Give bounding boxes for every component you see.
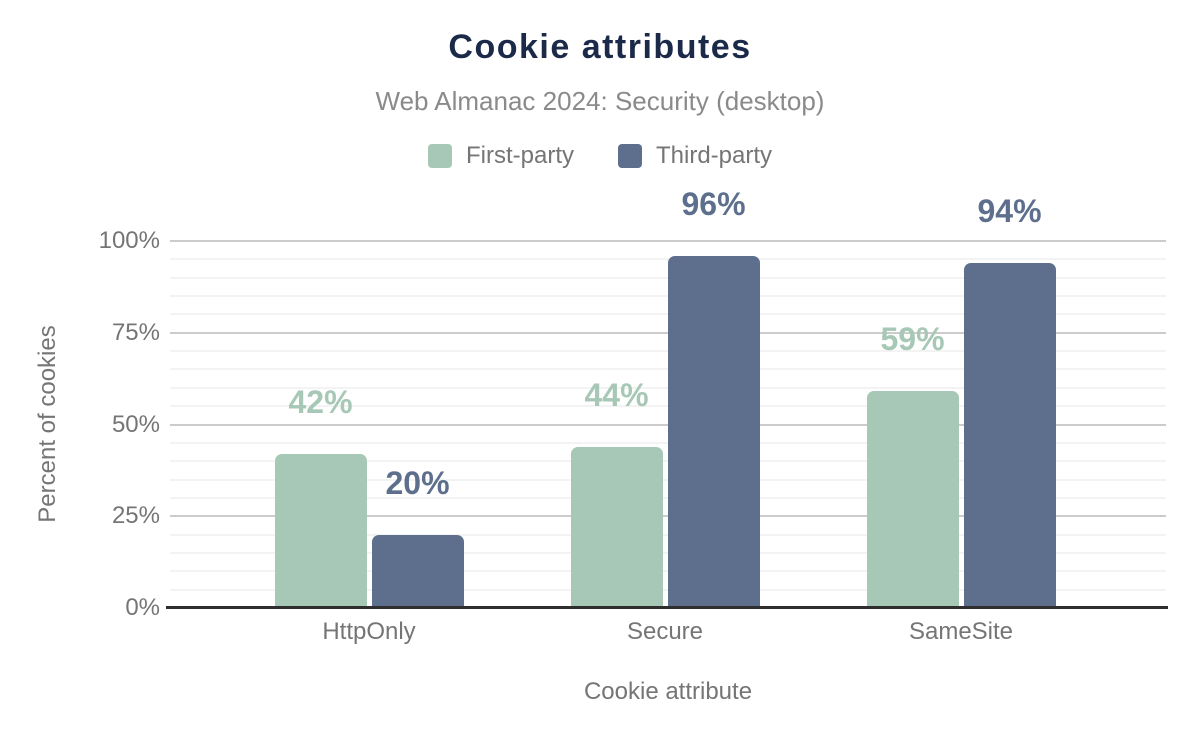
chart-subtitle: Web Almanac 2024: Security (desktop) (375, 86, 825, 116)
bar-first-party-samesite[interactable] (866, 391, 959, 608)
legend-item-third-party: Third-party (617, 142, 773, 170)
y-tick-label: 0% (125, 594, 160, 621)
legend-label: First-party (465, 142, 574, 169)
y-tick-label: 50% (111, 410, 160, 438)
legend-swatch-icon (427, 144, 452, 168)
bar-value-label: 44% (584, 376, 649, 413)
bar-value-label: 96% (681, 185, 746, 222)
bar-value-label: 20% (385, 464, 450, 501)
x-category-label: SameSite (908, 618, 1014, 645)
x-axis-line (166, 606, 1168, 609)
gridline-major (170, 240, 1166, 242)
y-tick-label: 75% (111, 318, 160, 346)
bar-first-party-httponly[interactable] (274, 453, 367, 608)
bar-value-label: 94% (977, 193, 1042, 230)
x-axis-title: Cookie attribute (583, 678, 753, 705)
bar-value-label: 42% (288, 383, 353, 420)
bar-third-party-secure[interactable] (667, 255, 760, 608)
x-category-label: HttpOnly (322, 618, 416, 645)
bar-first-party-secure[interactable] (570, 446, 663, 608)
y-tick-label: 25% (111, 502, 160, 530)
bar-third-party-httponly[interactable] (371, 534, 464, 608)
chart-title: Cookie attributes (448, 28, 752, 66)
bar-value-label: 59% (880, 321, 945, 358)
legend-swatch-icon (617, 144, 642, 168)
plot-area: 42% 20% 44% 96% 59% 94% (170, 188, 1166, 608)
legend-label: Third-party (655, 142, 773, 169)
x-category-label: Secure (626, 618, 704, 645)
legend: First-party Third-party (0, 142, 1200, 170)
bar-third-party-samesite[interactable] (963, 263, 1056, 608)
y-tick-label: 100% (98, 227, 160, 254)
legend-item-first-party: First-party (427, 142, 574, 170)
